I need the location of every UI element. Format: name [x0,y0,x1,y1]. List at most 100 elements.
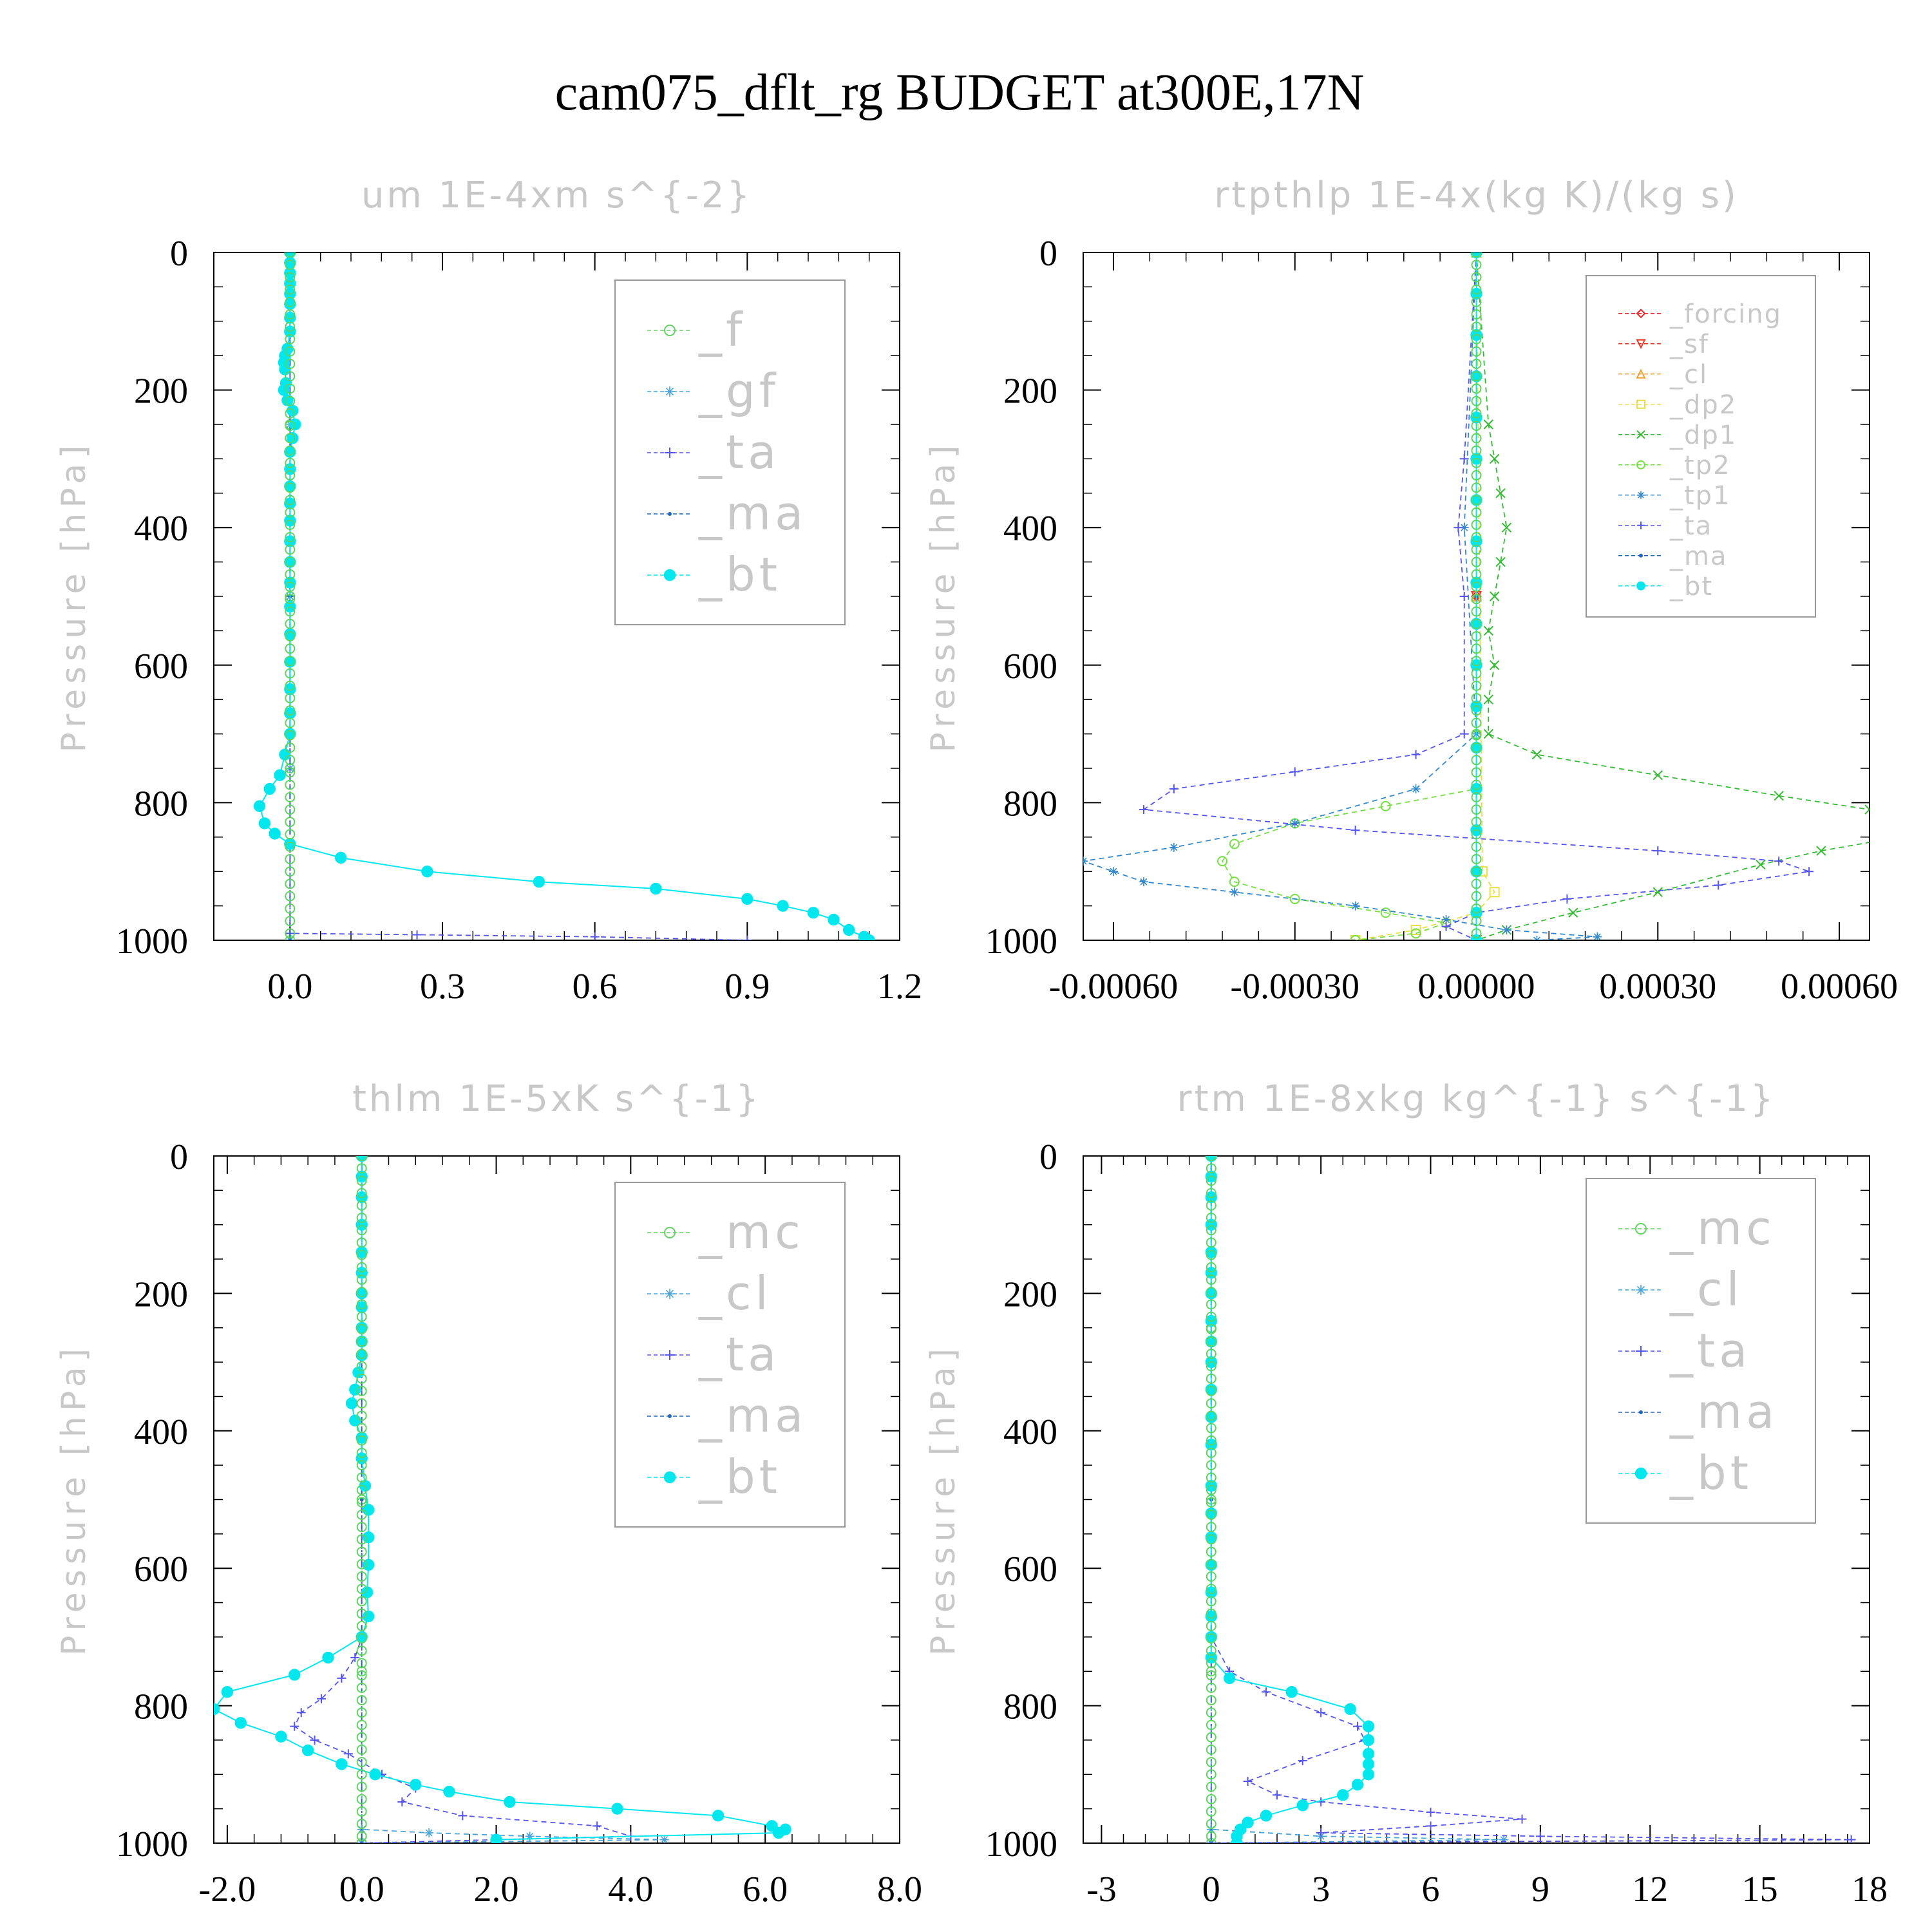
data-point [1139,805,1148,815]
data-point [1495,556,1506,567]
data-point [284,480,296,493]
data-point [1229,876,1240,887]
data-point [355,1432,368,1444]
zero-marker [1471,507,1482,518]
zero-marker [356,1571,367,1582]
data-point [1495,488,1506,498]
x-tick-label: 15 [1742,1870,1778,1909]
data-point [1653,887,1663,897]
zero-profile [1471,252,1482,939]
zero-marker [285,532,296,543]
legend-box [1586,275,1816,618]
data-point [1290,767,1300,777]
zero-marker [356,1707,367,1718]
zero-marker [1471,804,1482,815]
zero-marker [356,1213,367,1224]
series-bt [1205,1156,1375,1843]
series-line [1083,252,1598,940]
zero-marker [1206,1732,1217,1743]
zero-marker [1206,1645,1217,1656]
plot-area [214,1156,791,1843]
chart-panel-3: thlm 1E-5xK s^{-1} Pressure [hPa] 0 200 400 6… [55,1078,922,1909]
data-point [1205,1610,1217,1623]
data-point [1362,1720,1375,1732]
zero-marker [1471,767,1482,778]
x-tick-label: 9 [1531,1870,1549,1909]
data-point [1243,1776,1253,1786]
legend-marker [668,1414,672,1418]
zero-marker [1471,717,1482,728]
zero-marker [1206,1274,1217,1285]
zero-marker [1471,903,1482,914]
x-tick-label: 8.0 [877,1870,922,1909]
data-point [284,312,296,324]
x-tick-label: 0.6 [573,967,618,1007]
zero-marker [285,767,296,778]
x-tick-label: -0.00060 [1049,967,1179,1007]
zero-marker [1471,445,1482,456]
zero-marker [1206,1769,1217,1780]
legend-marker [663,1471,676,1484]
legend-label: _f [698,303,746,357]
zero-marker [356,1287,367,1298]
data-point [1410,924,1421,935]
series-line [294,1156,631,1843]
zero-marker [356,1633,367,1644]
zero-marker [285,841,296,852]
data-point [777,900,789,912]
zero-marker [1206,1472,1217,1483]
data-point [284,683,296,696]
data-point [284,256,296,269]
data-point [807,907,820,919]
zero-profile [356,1156,367,1842]
zero-marker [1206,1373,1217,1384]
data-point [1362,1768,1375,1781]
zero-marker [356,1819,367,1830]
zero-marker [1206,1794,1217,1804]
data-point [1846,1835,1856,1843]
zero-profile [285,252,296,939]
x-tick-label: 6.0 [743,1870,788,1909]
zero-marker [285,829,296,840]
zero-marker [285,717,296,728]
zero-marker [356,1558,367,1569]
data-point [296,1708,306,1718]
zero-marker [1471,618,1482,629]
zero-marker [1471,841,1482,852]
data-point [1316,1708,1326,1718]
zero-marker [1471,272,1482,283]
zero-marker [1206,1781,1217,1792]
zero-marker [1206,1497,1217,1508]
zero-marker [1206,1311,1217,1322]
legend-box [614,1182,846,1528]
zero-marker [285,916,296,927]
data-point [590,932,600,940]
legend-marker [1639,1410,1643,1414]
data-point [1411,750,1421,759]
data-point [290,1721,299,1731]
data-point [362,1610,375,1623]
legend-label: _tp2 [1669,451,1731,480]
zero-marker [285,321,296,332]
legend-label: _forcing [1669,299,1782,329]
data-point [1229,887,1239,897]
zero-marker [356,1299,367,1310]
data-point [1410,928,1421,939]
data-point [1362,1758,1375,1770]
data-point [1774,857,1784,866]
zero-marker [356,1732,367,1743]
zero-marker [356,1831,367,1842]
data-point [412,930,422,940]
data-point [1502,925,1511,934]
zero-marker [1471,284,1482,295]
legend-label: _bt [698,1450,781,1504]
zero-marker [285,656,296,667]
zero-marker [356,1534,367,1545]
data-point [1205,1156,1217,1162]
data-point [1459,454,1469,464]
data-point [287,432,299,444]
zero-marker [1206,1757,1217,1768]
series-bt [253,252,875,940]
legend-label: _ma [1669,542,1727,571]
zero-marker [1206,1522,1217,1533]
